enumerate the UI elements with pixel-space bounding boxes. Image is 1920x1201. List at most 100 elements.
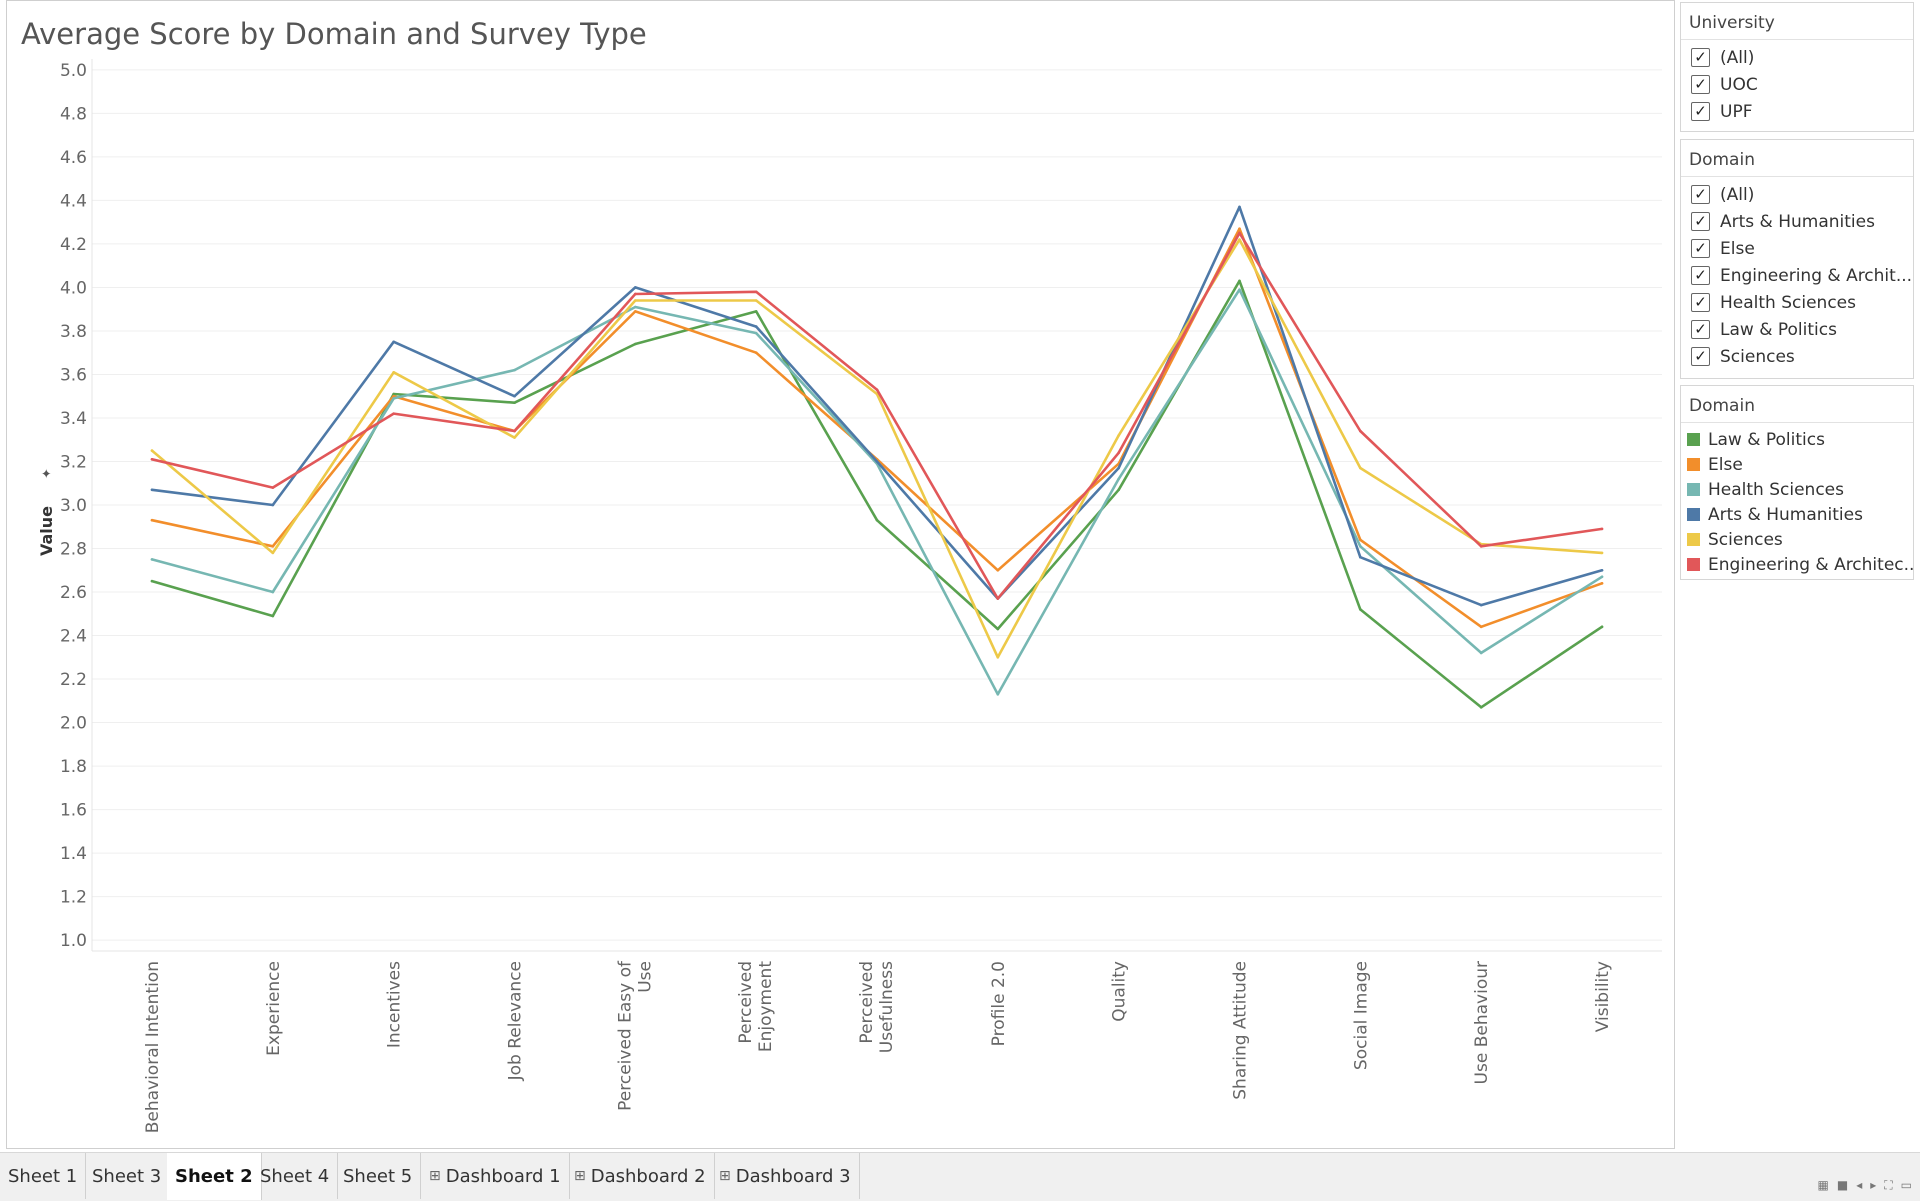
sheet-tab-label: Sheet 1 [8,1165,78,1187]
sheet-tab[interactable]: ⊞ Dashboard 2 [566,1153,715,1199]
domain-option[interactable]: ✓ Sciences [1681,343,1913,370]
single-view-icon[interactable]: ■ [1836,1178,1849,1192]
next-sheet-icon[interactable]: ▸ [1870,1178,1877,1192]
gridlines [91,59,1662,952]
y-tick-label: 2.2 [60,670,87,690]
legend-item[interactable]: Sciences [1681,527,1913,552]
y-tick-label: 3.4 [60,409,87,429]
x-tick-label: Behavioral Intention [143,961,163,1133]
data-point [875,388,879,391]
domain-option[interactable]: ✓ Else [1681,235,1913,262]
sheet-tab[interactable]: ⊞ Dashboard 1 [421,1153,570,1199]
y-tick-label: 1.2 [60,888,87,908]
checkbox-checked-icon[interactable]: ✓ [1691,75,1710,94]
legend-item[interactable]: Engineering & Architec.. [1681,552,1913,577]
checkbox-checked-icon[interactable]: ✓ [1691,347,1710,366]
y-axis-title: Value [37,506,56,556]
x-tick-label-line: Sharing Attitude [1231,961,1251,1100]
data-point [1600,551,1604,555]
sheet-tab[interactable]: Sheet 1 [0,1153,87,1199]
data-point [150,488,154,492]
fullscreen-icon[interactable]: ⛶ [1884,1178,1893,1192]
legend-item[interactable]: Health Sciences [1681,477,1913,502]
domain-option[interactable]: ✓ (All) [1681,181,1913,208]
legend-item[interactable]: Else [1681,452,1913,477]
checkbox-checked-icon[interactable]: ✓ [1691,102,1710,121]
sort-icon[interactable]: ✦ [40,468,55,479]
data-point [634,342,637,346]
y-tick-label: 3.2 [60,452,87,472]
checkbox-checked-icon[interactable]: ✓ [1691,212,1710,231]
series-line [150,205,1604,607]
y-tick-label: 2.4 [60,627,87,647]
checkbox-checked-icon[interactable]: ✓ [1691,185,1710,204]
domain-option[interactable]: ✓ Health Sciences [1681,289,1913,316]
data-point [996,568,1000,572]
checkbox-checked-icon[interactable]: ✓ [1691,239,1710,258]
legend-swatch [1687,458,1700,471]
domain-option[interactable]: ✓ Arts & Humanities [1681,208,1913,235]
data-point [271,590,275,594]
data-point [513,401,516,405]
data-point [150,458,154,461]
domain-option[interactable]: ✓ Engineering & Archit... [1681,262,1913,289]
x-tick-label: Use Behaviour [1472,961,1492,1084]
domain-filter-title: Domain [1681,140,1913,177]
data-point [150,579,154,583]
checkbox-checked-icon[interactable]: ✓ [1691,320,1710,339]
x-tick-label: PerceivedUsefulness [857,961,897,1053]
data-point [271,614,275,618]
legend-label: Sciences [1708,529,1783,550]
x-tick-label-line: Perceived [857,961,877,1044]
checkbox-checked-icon[interactable]: ✓ [1691,48,1710,67]
y-tick-label: 2.0 [60,714,87,734]
legend-label: Engineering & Architec.. [1708,554,1913,575]
legend-swatch [1687,508,1700,521]
data-point [1479,706,1483,709]
domain-option-label: Arts & Humanities [1720,211,1875,232]
sheet-tab[interactable]: Sheet 3 [84,1153,171,1199]
data-point [513,429,516,433]
y-tick-label: 5.0 [60,61,87,81]
x-tick-label: Job Relevance [506,961,526,1081]
series-lines [150,205,1604,709]
university-option[interactable]: ✓ UOC [1681,71,1913,98]
sheet-tab-label: Dashboard 2 [590,1165,706,1187]
y-tick-label: 3.0 [60,496,87,516]
university-option[interactable]: ✓ (All) [1681,44,1913,71]
data-point [1359,555,1362,559]
data-point [634,292,637,296]
checkbox-checked-icon[interactable]: ✓ [1691,293,1710,312]
sheet-tab[interactable]: Sheet 2 [167,1153,262,1200]
data-point [271,551,275,555]
data-point [392,412,395,415]
x-tick-label-line: Enjoyment [756,961,776,1052]
data-point [1359,538,1362,542]
data-point [150,558,154,561]
presentation-icon[interactable]: ▭ [1900,1178,1912,1192]
data-point [271,545,275,548]
y-tick-label: 1.8 [60,757,87,777]
x-tick-label-line: Quality [1110,961,1130,1022]
data-point [754,351,758,355]
status-bar-icons: ▦ ■ ◂ ▸ ⛶ ▭ [1818,1178,1913,1193]
checkbox-checked-icon[interactable]: ✓ [1691,266,1710,285]
prev-sheet-icon[interactable]: ◂ [1856,1178,1863,1192]
sheet-tab-label: Dashboard 3 [735,1165,851,1187]
sheet-tab[interactable]: Sheet 5 [335,1153,422,1199]
sheet-tab[interactable]: Sheet 4 [252,1153,339,1199]
grid-view-icon[interactable]: ▦ [1817,1178,1829,1192]
data-point [392,370,395,374]
data-point [1479,625,1483,629]
university-option[interactable]: ✓ UPF [1681,98,1913,125]
legend-item[interactable]: Arts & Humanities [1681,502,1913,527]
x-tick-label: Sharing Attitude [1231,961,1251,1100]
domain-option[interactable]: ✓ Law & Politics [1681,316,1913,343]
legend-item[interactable]: Law & Politics [1681,427,1913,452]
sheet-tab-label: Sheet 4 [260,1165,330,1187]
data-point [1359,608,1362,611]
y-tick-label: 1.4 [60,844,87,864]
sheet-tab[interactable]: ⊞ Dashboard 3 [711,1153,860,1199]
data-point [1600,575,1604,579]
sheet-tab-label: Dashboard 1 [445,1165,561,1187]
